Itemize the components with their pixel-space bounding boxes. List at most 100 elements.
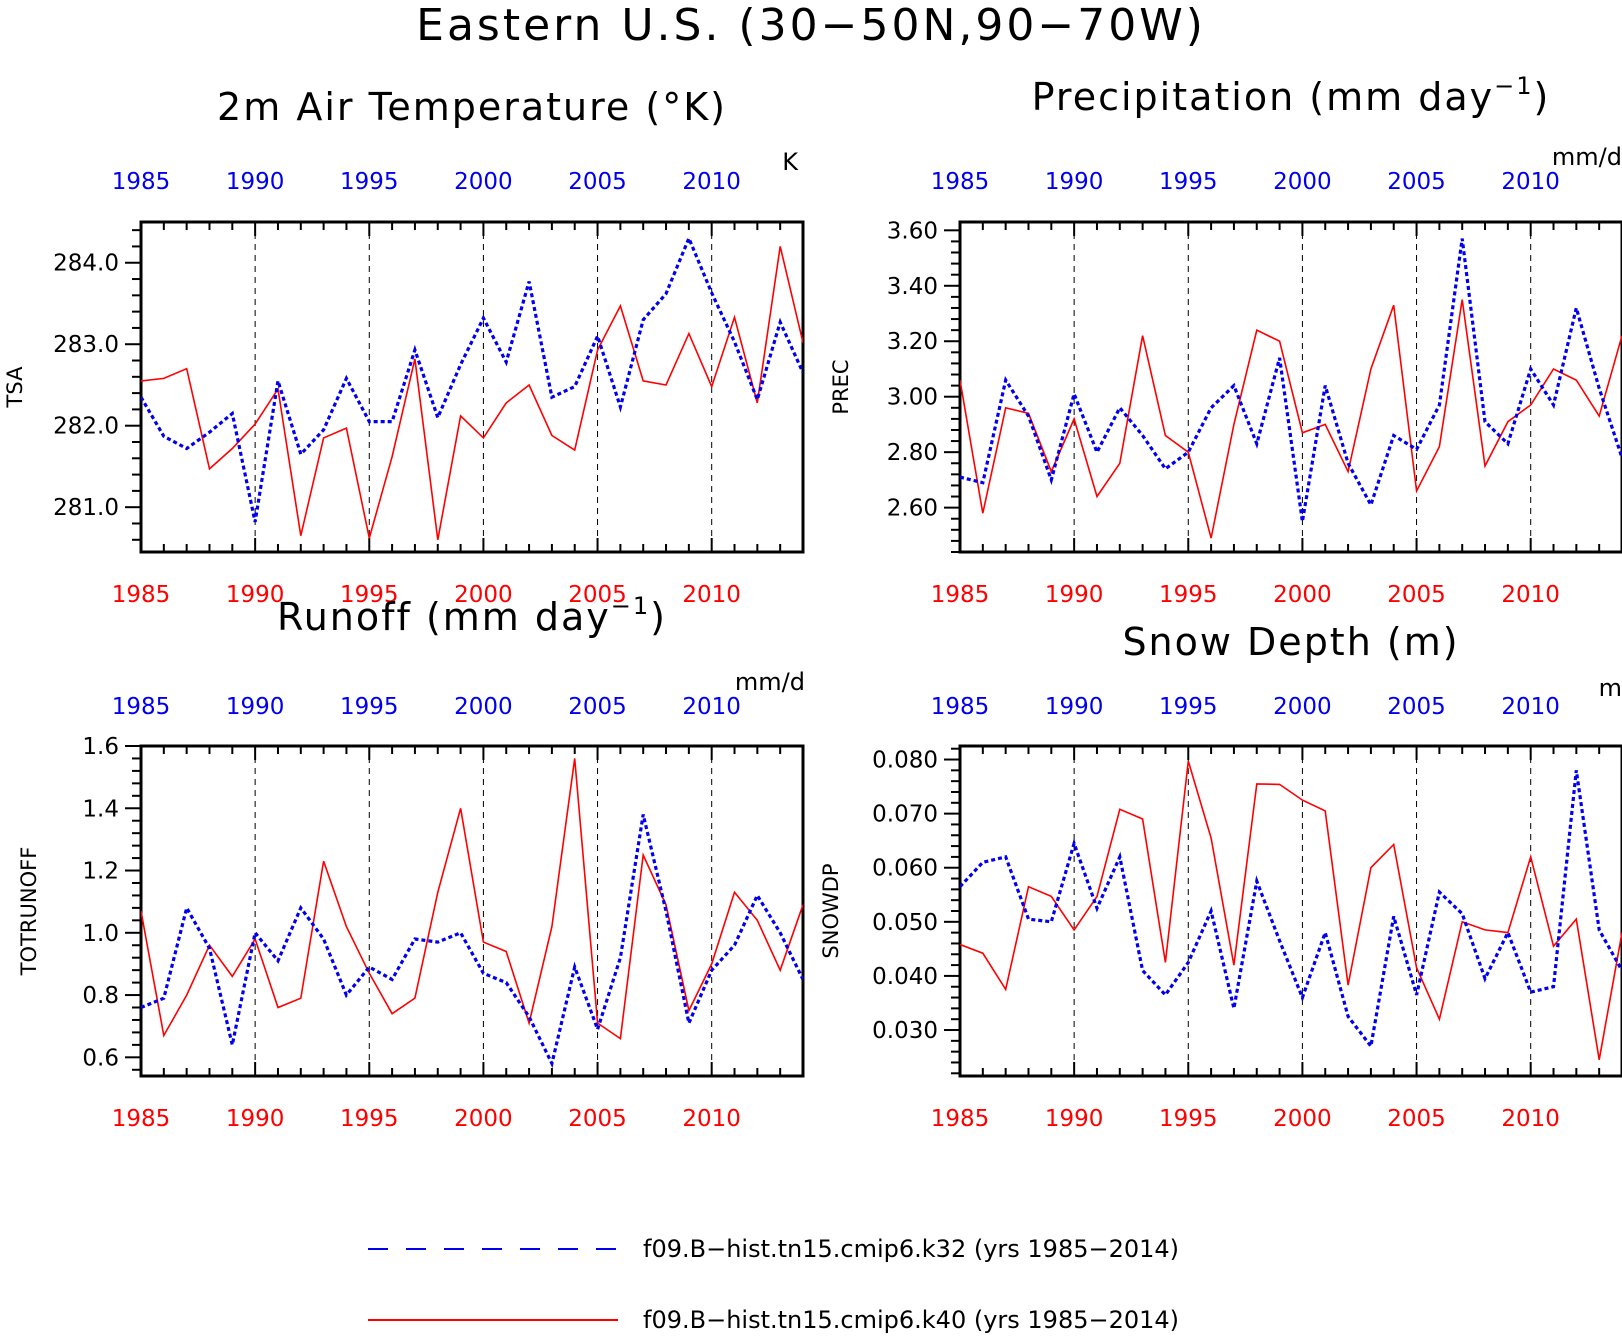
- figure-title: Eastern U.S. (30−50N,90−70W): [416, 0, 1206, 51]
- snow-depth-xtick-label-bottom: 1985: [931, 1106, 990, 1132]
- precipitation-xtick-label-top: 2000: [1273, 169, 1332, 195]
- air-temperature-y-axis-label: TSA: [3, 366, 27, 409]
- precipitation-ytick-label: 2.80: [887, 440, 938, 466]
- runoff-xtick-label-bottom: 1990: [226, 1106, 285, 1132]
- snow-depth-series-k32-line: [960, 770, 1622, 1051]
- snow-depth-xtick-label-top: 2000: [1273, 694, 1332, 720]
- panel-runoff: Runoff (mm day−1) mm/d TOTRUNOFF 1985 1985 19…: [17, 592, 805, 1132]
- precipitation-y-axis-label: PREC: [829, 359, 853, 414]
- air-temperature-title: 2m Air Temperature (°K): [217, 85, 727, 129]
- precipitation-ytick-label: 3.60: [887, 218, 938, 244]
- air-temperature-units-label: K: [782, 148, 799, 176]
- panel-air-temperature: 2m Air Temperature (°K) K TSA 1985 1985 1990 1…: [3, 85, 805, 608]
- precipitation-xtick-label-bottom: 2005: [1387, 582, 1446, 608]
- snow-depth-xtick-label-top: 1990: [1045, 694, 1104, 720]
- precipitation-xtick-label-top: 1985: [931, 169, 990, 195]
- precipitation-xtick-label-bottom: 2010: [1501, 582, 1560, 608]
- precipitation-xtick-label-top: 1990: [1045, 169, 1104, 195]
- snow-depth-xtick-label-top: 2005: [1387, 694, 1446, 720]
- runoff-xtick-label-top: 2005: [568, 694, 627, 720]
- air-temperature-xtick-label-top: 2000: [454, 169, 513, 195]
- runoff-ytick-label: 1.0: [82, 921, 119, 947]
- snow-depth-plot-frame: [958, 744, 1622, 1078]
- runoff-series-k40-line: [141, 758, 803, 1040]
- precipitation-units-label: mm/d: [1552, 143, 1622, 171]
- air-temperature-xtick-label-top: 2010: [682, 169, 741, 195]
- snow-depth-xtick-label-top: 2010: [1501, 694, 1560, 720]
- snow-depth-y-axis-label: SNOWDP: [819, 863, 843, 958]
- precipitation-xtick-label-top: 2010: [1501, 169, 1560, 195]
- air-temperature-xtick-label-bottom: 1995: [340, 582, 399, 608]
- panel-precipitation: Precipitation (mm day−1)mm/d PREC 1985 1985…: [829, 72, 1622, 608]
- legend-label-k32: f09.B−hist.tn15.cmip6.k32 (yrs 1985−2014…: [643, 1235, 1179, 1263]
- runoff-ytick-label: 0.8: [82, 983, 119, 1009]
- air-temperature-ytick-label: 283.0: [53, 332, 119, 358]
- air-temperature-xtick-label-bottom: 2000: [454, 582, 513, 608]
- runoff-ytick-label: 0.6: [82, 1045, 119, 1071]
- legend: f09.B−hist.tn15.cmip6.k32 (yrs 1985−2014…: [368, 1235, 1179, 1334]
- precipitation-xtick-label-top: 2005: [1387, 169, 1446, 195]
- runoff-xtick-label-top: 1995: [340, 694, 399, 720]
- snow-depth-ytick-label: 0.080: [872, 748, 938, 774]
- air-temperature-xtick-label-bottom: 2005: [568, 582, 627, 608]
- precipitation-xtick-label-bottom: 1995: [1159, 582, 1218, 608]
- precipitation-title: Precipitation (mm day−1): [1032, 72, 1551, 119]
- legend-label-k40: f09.B−hist.tn15.cmip6.k40 (yrs 1985−2014…: [643, 1306, 1179, 1334]
- runoff-xtick-label-top: 2010: [682, 694, 741, 720]
- snow-depth-xtick-label-top: 1995: [1159, 694, 1218, 720]
- air-temperature-ytick-label: 281.0: [53, 495, 119, 521]
- runoff-xtick-label-bottom: 1995: [340, 1106, 399, 1132]
- runoff-xtick-label-top: 2000: [454, 694, 513, 720]
- panel-snow-depth: Snow Depth (m) m SNOWDP 1985 1985 1990 1990 199…: [819, 620, 1622, 1132]
- precipitation-ytick-label: 3.40: [887, 274, 938, 300]
- air-temperature-xtick-label-top: 1990: [226, 169, 285, 195]
- air-temperature-plot-frame: [139, 220, 805, 554]
- runoff-xtick-label-bottom: 2010: [682, 1106, 741, 1132]
- precipitation-xtick-label-bottom: 1985: [931, 582, 990, 608]
- runoff-xtick-label-bottom: 2000: [454, 1106, 513, 1132]
- air-temperature-series-k32-line: [141, 234, 803, 523]
- precipitation-xtick-label-top: 1995: [1159, 169, 1218, 195]
- runoff-ytick-label: 1.2: [82, 859, 119, 885]
- snow-depth-units-label: m: [1599, 674, 1622, 702]
- precipitation-ytick-label: 2.60: [887, 496, 938, 522]
- snow-depth-xtick-label-bottom: 2005: [1387, 1106, 1446, 1132]
- snow-depth-xtick-label-bottom: 2010: [1501, 1106, 1560, 1132]
- air-temperature-xtick-label-top: 1985: [112, 169, 171, 195]
- precipitation-ytick-label: 3.20: [887, 329, 938, 355]
- runoff-ytick-label: 1.4: [82, 796, 119, 822]
- runoff-xtick-label-top: 1990: [226, 694, 285, 720]
- runoff-y-axis-label: TOTRUNOFF: [17, 847, 41, 977]
- runoff-title: Runoff (mm day−1): [277, 592, 667, 639]
- snow-depth-title: Snow Depth (m): [1122, 620, 1459, 664]
- air-temperature-xtick-label-bottom: 1985: [112, 582, 171, 608]
- snow-depth-xtick-label-bottom: 1995: [1159, 1106, 1218, 1132]
- snow-depth-xtick-label-top: 1985: [931, 694, 990, 720]
- snow-depth-ytick-label: 0.050: [872, 910, 938, 936]
- runoff-xtick-label-bottom: 2005: [568, 1106, 627, 1132]
- precipitation-plot-frame: [958, 220, 1622, 554]
- runoff-xtick-label-bottom: 1985: [112, 1106, 171, 1132]
- air-temperature-series-k40-line: [141, 246, 803, 540]
- air-temperature-xtick-label-top: 1995: [340, 169, 399, 195]
- air-temperature-ytick-label: 282.0: [53, 414, 119, 440]
- snow-depth-ytick-label: 0.030: [872, 1018, 938, 1044]
- air-temperature-xtick-label-bottom: 1990: [226, 582, 285, 608]
- air-temperature-xtick-label-bottom: 2010: [682, 582, 741, 608]
- precipitation-xtick-label-bottom: 1990: [1045, 582, 1104, 608]
- snow-depth-xtick-label-bottom: 2000: [1273, 1106, 1332, 1132]
- precipitation-series-k32-line: [960, 238, 1622, 522]
- snow-depth-ytick-label: 0.070: [872, 802, 938, 828]
- air-temperature-ytick-label: 284.0: [53, 251, 119, 277]
- snow-depth-xtick-label-bottom: 1990: [1045, 1106, 1104, 1132]
- precipitation-ytick-label: 3.00: [887, 385, 938, 411]
- precipitation-series-k40-line: [960, 299, 1622, 539]
- runoff-series-k32-line: [141, 814, 803, 1069]
- runoff-plot-frame: [139, 744, 805, 1078]
- snow-depth-ytick-label: 0.040: [872, 964, 938, 990]
- runoff-ytick-label: 1.6: [82, 734, 119, 760]
- snow-depth-ytick-label: 0.060: [872, 856, 938, 882]
- air-temperature-xtick-label-top: 2005: [568, 169, 627, 195]
- runoff-xtick-label-top: 1985: [112, 694, 171, 720]
